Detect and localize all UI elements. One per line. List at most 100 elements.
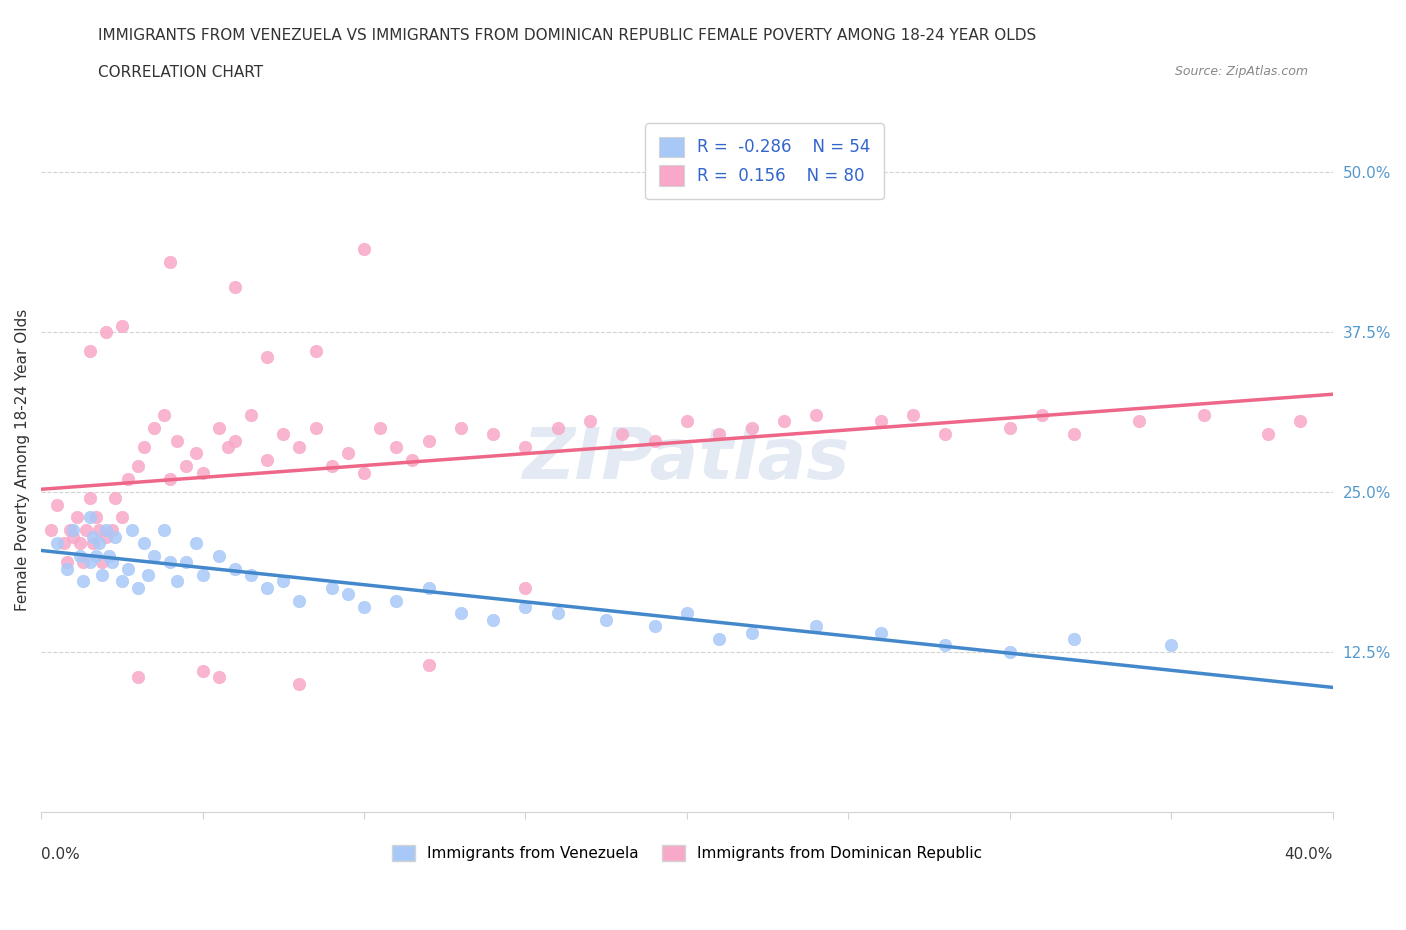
Point (353, 600, 375, 615)
Text: ZIPatlas: ZIPatlas (523, 425, 851, 495)
Point (418, 580, 440, 595)
Point (741, 625, 763, 640)
Point (136, 567, 159, 582)
Point (56, 561, 79, 576)
Point (901, 407, 924, 422)
Point (121, 523, 143, 538)
Point (72, 574, 94, 589)
Point (1063, 631, 1085, 646)
Point (1192, 407, 1215, 422)
Point (52, 536, 75, 551)
Point (450, 606, 472, 621)
Point (418, 433, 440, 448)
Point (134, 440, 156, 455)
Point (39, 523, 62, 538)
Point (418, 658, 440, 672)
Point (709, 631, 731, 646)
Point (1257, 427, 1279, 442)
Point (191, 663, 214, 678)
Point (256, 580, 278, 595)
Point (89, 523, 111, 538)
Point (69, 536, 91, 551)
Point (515, 600, 537, 615)
Point (56, 555, 79, 570)
Point (579, 414, 602, 429)
Point (94, 529, 117, 544)
Y-axis label: Female Poverty Among 18-24 Year Olds: Female Poverty Among 18-24 Year Olds (15, 309, 30, 611)
Point (104, 529, 127, 544)
Point (117, 561, 139, 576)
Point (869, 414, 891, 429)
Point (288, 593, 311, 608)
Point (644, 618, 666, 633)
Point (46, 536, 69, 551)
Point (482, 427, 505, 442)
Point (321, 580, 343, 595)
Point (804, 618, 827, 633)
Point (1289, 414, 1312, 429)
Point (46, 498, 69, 512)
Point (79, 555, 101, 570)
Point (353, 465, 375, 480)
Point (224, 561, 246, 576)
Point (240, 567, 263, 582)
Point (336, 446, 359, 461)
Point (547, 606, 569, 621)
Point (94, 325, 117, 339)
Point (62, 523, 84, 538)
Point (353, 241, 375, 256)
Point (321, 458, 343, 473)
Point (515, 440, 537, 455)
Point (709, 427, 731, 442)
Point (1063, 427, 1085, 442)
Point (336, 587, 359, 602)
Point (79, 344, 101, 359)
Point (91, 555, 114, 570)
Point (153, 407, 176, 422)
Point (515, 580, 537, 595)
Point (547, 420, 569, 435)
Point (159, 472, 181, 486)
Point (111, 318, 134, 333)
Point (176, 555, 198, 570)
Point (644, 433, 666, 448)
Point (82, 529, 104, 544)
Text: 40.0%: 40.0% (1285, 847, 1333, 862)
Point (998, 644, 1021, 659)
Point (224, 433, 246, 448)
Point (934, 427, 956, 442)
Point (1160, 638, 1182, 653)
Point (208, 670, 231, 684)
Point (934, 638, 956, 653)
Point (84, 549, 107, 564)
Point (75, 523, 97, 538)
Point (271, 574, 294, 589)
Point (166, 574, 188, 589)
Point (66, 510, 89, 525)
Point (224, 280, 246, 295)
Point (159, 555, 181, 570)
Point (166, 433, 188, 448)
Point (676, 606, 699, 621)
Text: CORRELATION CHART: CORRELATION CHART (98, 65, 263, 80)
Point (84, 510, 107, 525)
Point (111, 510, 134, 525)
Text: Source: ZipAtlas.com: Source: ZipAtlas.com (1174, 65, 1308, 78)
Point (72, 555, 94, 570)
Point (69, 549, 91, 564)
Point (159, 254, 181, 269)
Point (240, 407, 263, 422)
Point (676, 414, 699, 429)
Point (595, 612, 617, 627)
Point (79, 491, 101, 506)
Point (143, 549, 166, 564)
Point (94, 523, 117, 538)
Point (127, 670, 149, 684)
Point (59, 523, 82, 538)
Point (804, 407, 827, 422)
Point (288, 440, 311, 455)
Point (101, 523, 124, 538)
Point (153, 523, 176, 538)
Point (482, 612, 505, 627)
Point (869, 625, 891, 640)
